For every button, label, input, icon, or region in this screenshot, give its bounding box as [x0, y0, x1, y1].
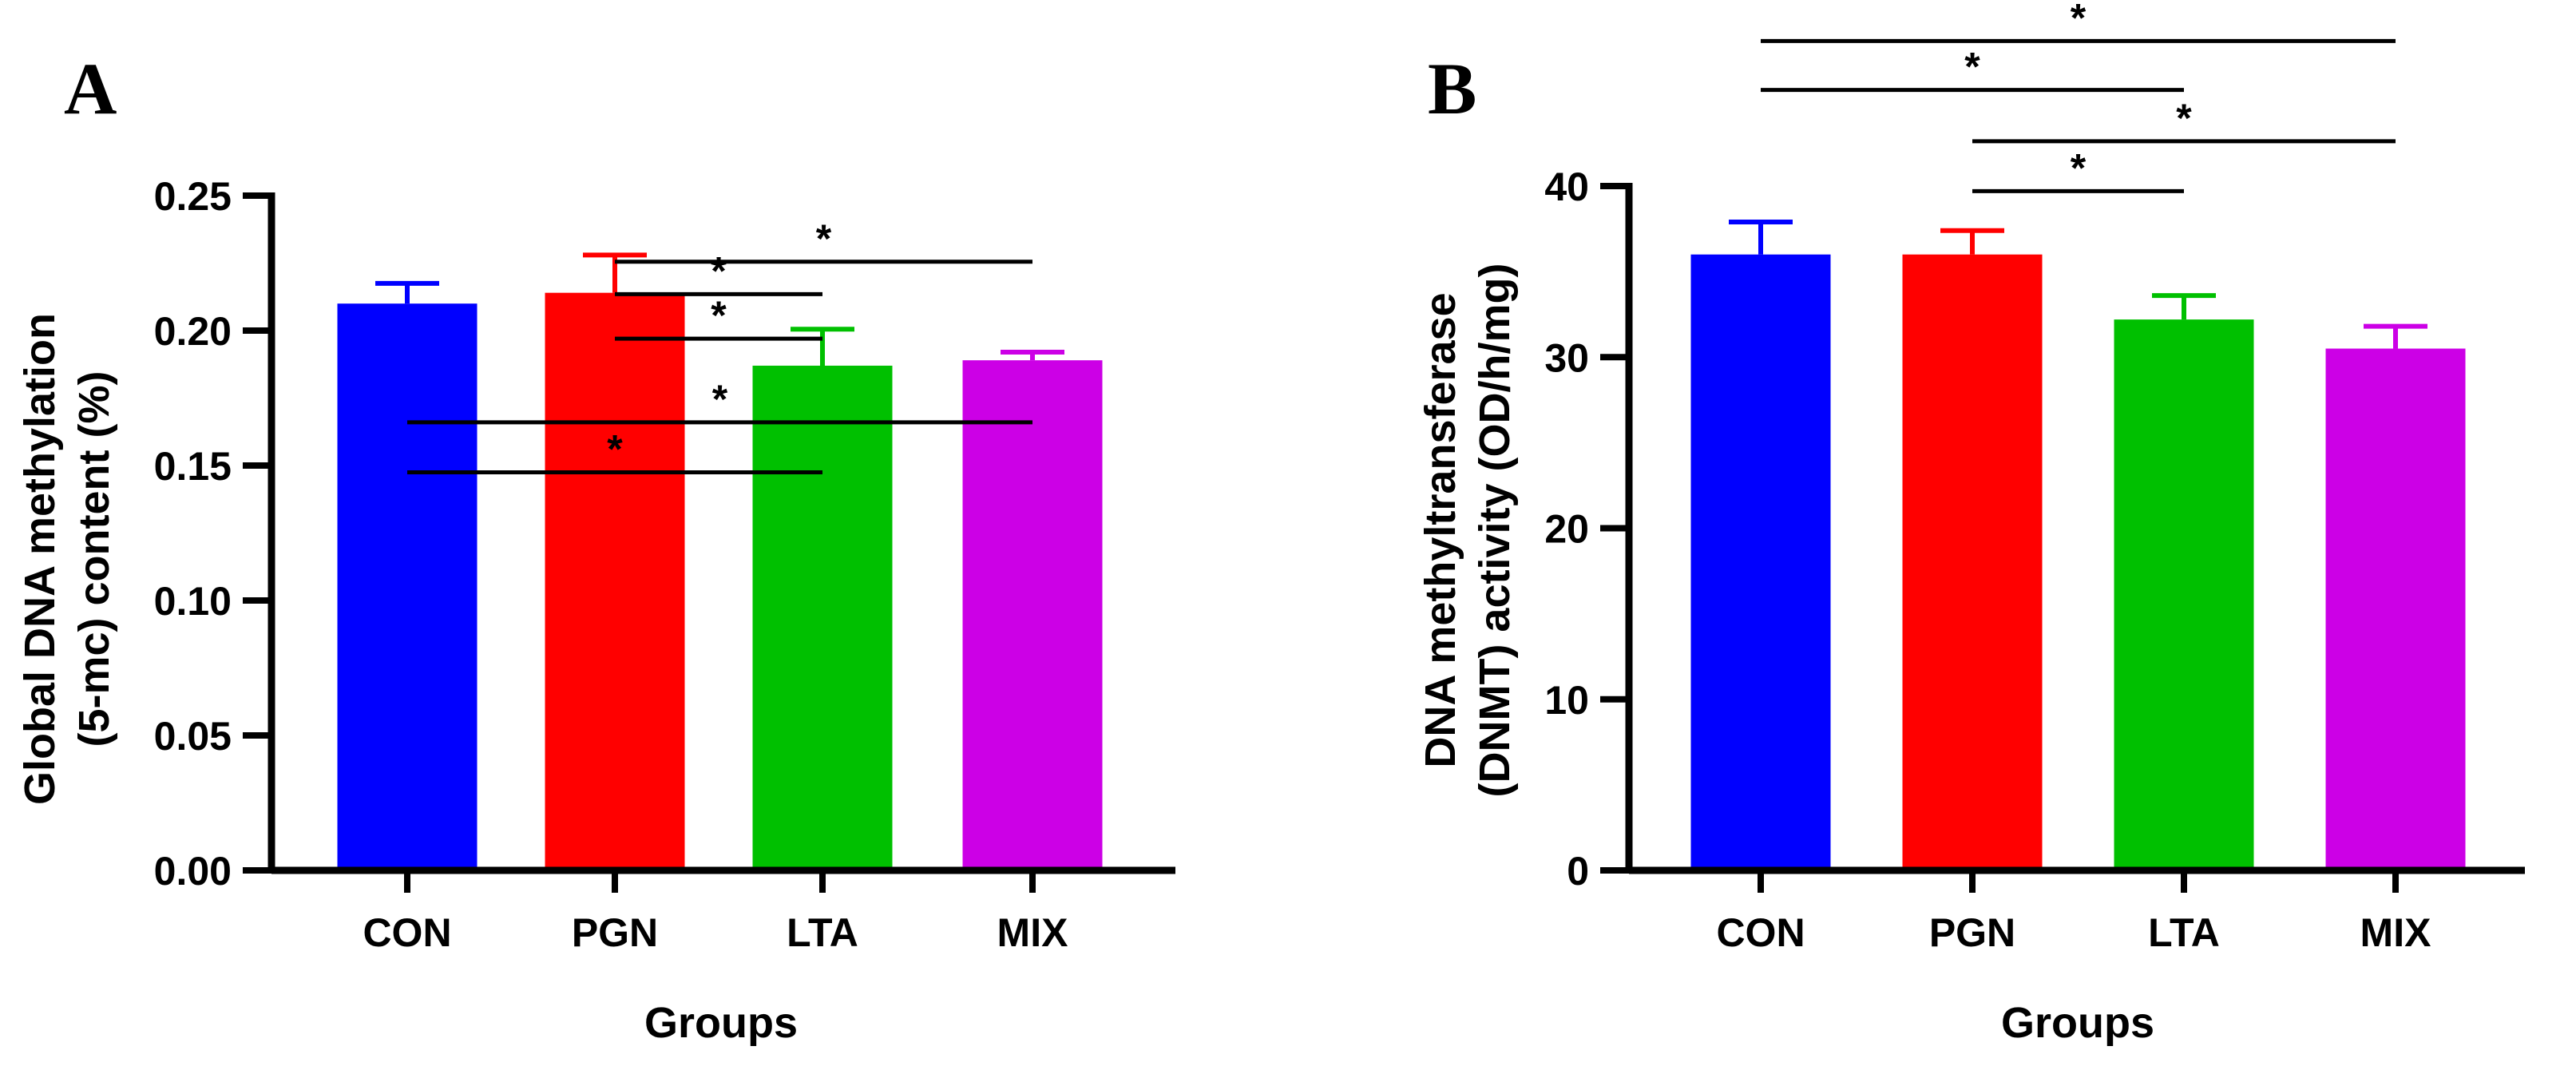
- panel-b-marks: 0 10 20 30 40 CON PGN LTA MIX * * * *: [1544, 0, 2525, 955]
- panel-b-y-tick-label-3: 30: [1544, 335, 1589, 380]
- panel-b-y-tick-label-4: 40: [1544, 164, 1589, 209]
- panel-b-significance-star-3: *: [2071, 145, 2087, 190]
- panel-a-bar-con: [337, 303, 478, 870]
- panel-b-y-axis-title: DNA methyltransferase (DNMT) activity (O…: [1417, 264, 1519, 798]
- panel-a-y-title-line-1: Global DNA methylation: [16, 313, 64, 805]
- panel-a-significance-star-0: *: [816, 216, 832, 261]
- panel-a-significance-star-4: *: [607, 426, 623, 471]
- panel-a-y-tick-label-5: 0.25: [154, 174, 232, 219]
- panel-b-y-tick-label-1: 10: [1544, 678, 1589, 723]
- panel-b-label: B: [1428, 48, 1476, 129]
- panel-b-x-axis-title: Groups: [2001, 999, 2154, 1047]
- panel-b-bar-pgn: [1902, 254, 2043, 870]
- panel-a-label: A: [64, 48, 117, 129]
- panel-b-bar-mix: [2325, 348, 2466, 871]
- panel-a-y-tick-label-0: 0.00: [154, 849, 232, 894]
- panel-b-y-tick-label-0: 0: [1567, 849, 1589, 894]
- panel-a-bar-mix: [962, 360, 1103, 870]
- panel-a-bar-pgn: [545, 292, 685, 870]
- panel-b-x-tick-label-mix: MIX: [2360, 910, 2431, 955]
- panel-a-y-tick-label-1: 0.05: [154, 714, 232, 759]
- panel-a-y-axis-title: Global DNA methylation (5-mc) content (%…: [16, 313, 118, 805]
- panel-a-x-tick-label-pgn: PGN: [572, 910, 658, 955]
- panel-b-bar-lta: [2114, 319, 2254, 870]
- panel-b-y-title-line-2: (DNMT) activity (OD/h/mg): [1471, 264, 1519, 798]
- panel-b-significance-star-2: *: [2176, 96, 2192, 141]
- panel-a-y-title-line-2: (5-mc) content (%): [70, 371, 118, 747]
- panel-a-y-tick-label-3: 0.15: [154, 444, 232, 489]
- panel-b-x-tick-label-lta: LTA: [2148, 910, 2220, 955]
- panel-a-y-tick-label-2: 0.10: [154, 579, 232, 624]
- panel-a-x-tick-label-mix: MIX: [997, 910, 1068, 955]
- panel-b-x-tick-label-con: CON: [1716, 910, 1805, 955]
- panel-a-significance-star-2: *: [711, 293, 727, 338]
- panel-a-bar-lta: [752, 365, 893, 870]
- panel-b-chart: B 0 10 20 30 40 CON PGN LTA MIX * * * * Groups DNA m…: [1417, 0, 2525, 1047]
- panel-a-y-tick-label-4: 0.20: [154, 309, 232, 354]
- panel-a-x-tick-label-lta: LTA: [787, 910, 858, 955]
- panel-b-significance-star-0: *: [2071, 0, 2087, 40]
- panel-a-x-axis-title: Groups: [644, 999, 798, 1047]
- panel-b-bar-con: [1690, 254, 1831, 870]
- panel-b-x-tick-label-pgn: PGN: [1929, 910, 2015, 955]
- panel-b-y-tick-label-2: 20: [1544, 507, 1589, 552]
- panel-a-significance-star-3: *: [712, 377, 728, 422]
- panel-a-x-tick-label-con: CON: [363, 910, 451, 955]
- panel-b-significance-star-1: *: [1964, 45, 1980, 89]
- panel-b-y-title-line-1: DNA methyltransferase: [1417, 292, 1464, 767]
- panel-a-significance-star-1: *: [711, 248, 727, 293]
